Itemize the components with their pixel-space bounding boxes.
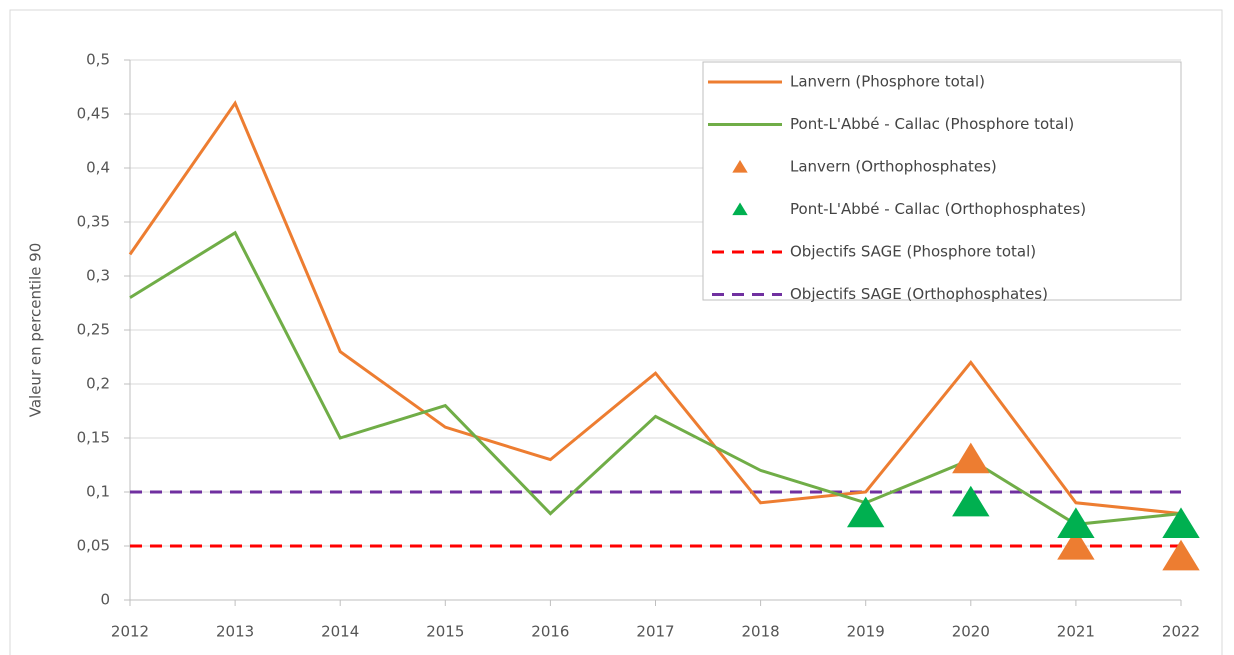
x-tick-label: 2014 bbox=[321, 623, 359, 641]
x-tick-label: 2021 bbox=[1057, 623, 1095, 641]
legend-label: Pont-L'Abbé - Callac (Phosphore total) bbox=[790, 115, 1074, 133]
y-tick-label: 0,35 bbox=[77, 213, 110, 231]
chart-frame bbox=[9, 9, 1223, 655]
series-marker bbox=[1057, 507, 1095, 538]
y-tick-label: 0,25 bbox=[77, 321, 110, 339]
y-tick-label: 0,3 bbox=[86, 267, 110, 285]
x-tick-label: 2018 bbox=[742, 623, 780, 641]
x-tick-label: 2022 bbox=[1162, 623, 1200, 641]
x-tick-label: 2019 bbox=[847, 623, 885, 641]
y-tick-label: 0 bbox=[100, 591, 110, 609]
y-tick-label: 0,15 bbox=[77, 429, 110, 447]
series-marker bbox=[1057, 529, 1095, 560]
y-tick-label: 0,45 bbox=[77, 105, 110, 123]
legend-label: Objectifs SAGE (Phosphore total) bbox=[790, 243, 1036, 261]
x-tick-label: 2015 bbox=[426, 623, 464, 641]
legend-label: Lanvern (Orthophosphates) bbox=[790, 158, 997, 176]
x-tick-label: 2020 bbox=[952, 623, 990, 641]
x-tick-label: 2012 bbox=[111, 623, 149, 641]
y-tick-label: 0,05 bbox=[77, 537, 110, 555]
series-marker bbox=[1162, 507, 1200, 538]
y-axis-label: Valeur en percentile 90 bbox=[27, 243, 45, 418]
series-line bbox=[128, 100, 1182, 516]
legend-symbol bbox=[732, 160, 748, 173]
y-tick-label: 0,2 bbox=[86, 375, 110, 393]
x-tick-label: 2016 bbox=[531, 623, 569, 641]
legend-label: Lanvern (Phosphore total) bbox=[790, 73, 985, 91]
legend-symbol bbox=[732, 202, 748, 216]
series-marker bbox=[952, 485, 990, 517]
series-marker bbox=[847, 496, 885, 528]
x-tick-label: 2017 bbox=[636, 623, 674, 641]
series-line bbox=[129, 230, 1182, 526]
legend: Lanvern (Phosphore total) Pont-L'Abbé - C… bbox=[702, 61, 1182, 303]
y-tick-label: 0,5 bbox=[86, 51, 110, 69]
legend-label: Objectifs SAGE (Orthophosphates) bbox=[790, 285, 1048, 303]
y-tick-label: 0,1 bbox=[86, 483, 110, 501]
legend-box bbox=[702, 61, 1182, 301]
legend-label: Pont-L'Abbé - Callac (Orthophosphates) bbox=[790, 200, 1086, 218]
x-tick-label: 2013 bbox=[216, 623, 254, 641]
series-marker bbox=[1162, 539, 1200, 571]
series-marker bbox=[952, 442, 990, 474]
y-tick-label: 0,4 bbox=[86, 159, 110, 177]
